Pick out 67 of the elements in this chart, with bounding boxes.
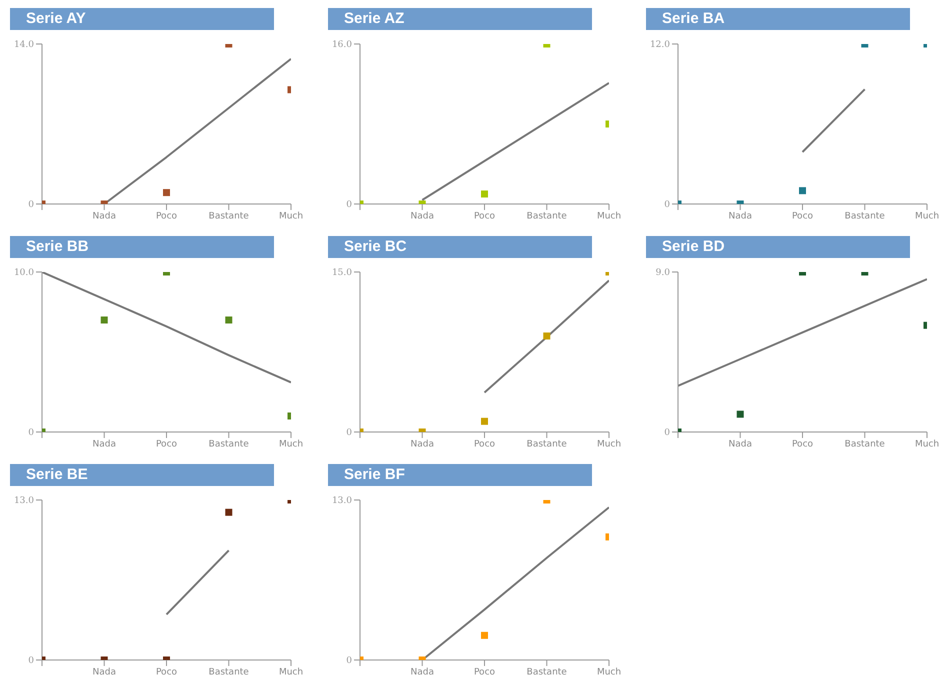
line-series: [678, 278, 927, 387]
point: [736, 410, 744, 418]
x-tick-label: Bastante: [844, 439, 886, 450]
y-tick-label: 0: [28, 200, 34, 210]
x-tick-label: Poco: [474, 667, 496, 678]
x-tick-label: Bastante: [844, 211, 886, 222]
x-tick-label: Much: [278, 439, 304, 450]
y-tick-label: 0: [664, 200, 670, 210]
x-tick-label: Bastante: [526, 211, 568, 222]
x-tick-label: Bastante: [208, 211, 250, 222]
y-tick-label: 16.0: [332, 40, 352, 50]
y-tick-label: 0: [664, 428, 670, 438]
x-tick-label: Nada: [92, 211, 116, 222]
y-tick-label: 0: [28, 428, 34, 438]
x-tick-label: Much: [596, 211, 622, 222]
y-tick-label: 0: [346, 656, 352, 666]
chart-title: Serie BD: [646, 236, 910, 258]
y-tick-label: 10.0: [14, 268, 34, 278]
y-tick-label: 13.0: [14, 496, 34, 506]
chart-title: Serie AZ: [328, 8, 592, 30]
x-tick-label: Poco: [792, 211, 814, 222]
x-tick-label: Much: [914, 439, 940, 450]
point: [481, 418, 488, 425]
y-tick-label: 15.0: [332, 268, 352, 278]
x-tick-label: Poco: [474, 211, 496, 222]
x-tick-label: Poco: [156, 439, 178, 450]
y-tick-label: 12.0: [650, 40, 670, 50]
x-tick-label: Much: [278, 667, 304, 678]
x-tick-label: Much: [278, 211, 304, 222]
chart-title: Serie BF: [328, 464, 592, 486]
line-series: [42, 272, 291, 384]
chart-title: Serie AY: [10, 8, 274, 30]
y-tick-label: 0: [28, 656, 34, 666]
x-tick-label: Poco: [156, 211, 178, 222]
point: [225, 316, 232, 324]
x-tick-label: Nada: [410, 439, 434, 450]
x-tick-label: Nada: [92, 667, 116, 678]
x-tick-label: Bastante: [208, 439, 250, 450]
x-tick-label: Much: [914, 211, 940, 222]
x-tick-label: Much: [596, 439, 622, 450]
x-tick-label: Poco: [156, 667, 178, 678]
x-tick-label: Nada: [410, 211, 434, 222]
x-tick-label: Bastante: [208, 667, 250, 678]
point: [225, 508, 232, 516]
point: [799, 187, 806, 194]
x-tick-label: Much: [596, 667, 622, 678]
x-tick-label: Poco: [474, 439, 496, 450]
chart-title: Serie BE: [10, 464, 274, 486]
x-tick-label: Nada: [92, 439, 116, 450]
x-tick-label: Nada: [410, 667, 434, 678]
x-tick-label: Bastante: [526, 439, 568, 450]
y-tick-label: 0: [346, 200, 352, 210]
point: [481, 632, 488, 639]
chart-title: Serie BA: [646, 8, 910, 30]
x-tick-label: Bastante: [526, 667, 568, 678]
y-tick-label: 9.0: [656, 268, 670, 278]
x-tick-label: Poco: [792, 439, 814, 450]
y-tick-label: 14.0: [14, 40, 34, 50]
chart-title: Serie BB: [10, 236, 274, 258]
x-tick-label: Nada: [728, 211, 752, 222]
y-tick-label: 13.0: [332, 496, 352, 506]
y-tick-label: 0: [346, 428, 352, 438]
point: [481, 190, 488, 198]
point: [543, 332, 550, 340]
point: [100, 316, 108, 324]
chart-title: Serie BC: [328, 236, 592, 258]
x-tick-label: Nada: [728, 439, 752, 450]
